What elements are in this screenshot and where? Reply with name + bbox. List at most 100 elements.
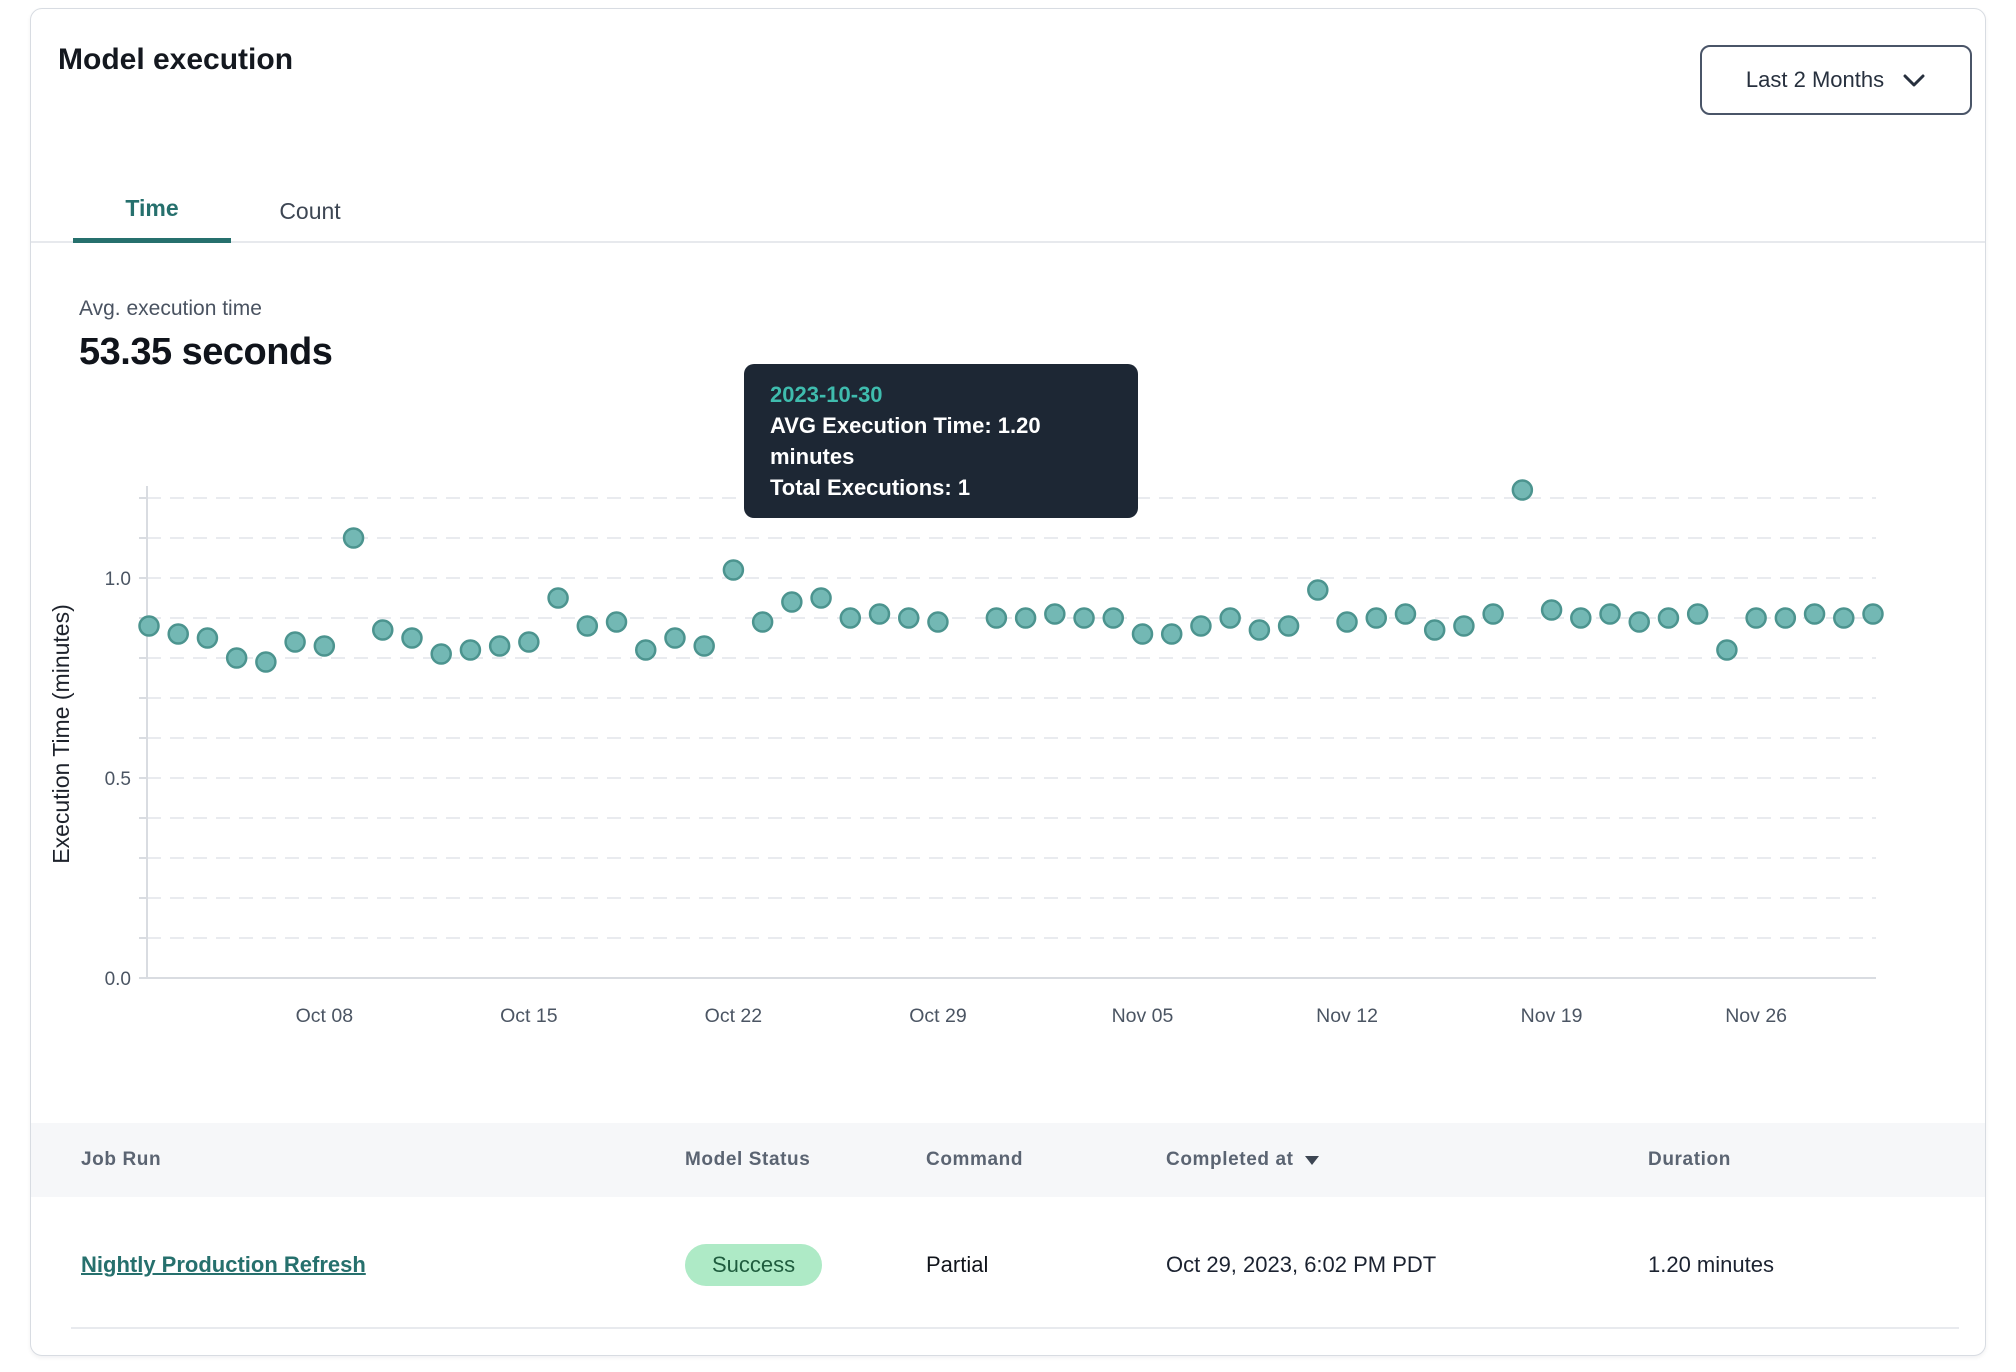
data-point[interactable]: [781, 591, 803, 613]
data-point[interactable]: [488, 635, 511, 657]
date-range-value: Last 2 Months: [1745, 67, 1885, 92]
model-execution-card: Model execution Last 2 Months Time Count…: [30, 8, 1986, 1356]
x-axis-tick-label: Oct 22: [705, 1005, 762, 1027]
data-point[interactable]: [1657, 607, 1680, 629]
data-point[interactable]: [693, 635, 715, 657]
data-point[interactable]: [1628, 611, 1650, 633]
page-title: Model execution: [58, 43, 294, 76]
x-axis-tick-label: Nov 26: [1725, 1005, 1787, 1027]
data-point[interactable]: [1190, 615, 1212, 637]
data-point[interactable]: [1686, 603, 1709, 625]
data-point[interactable]: [810, 587, 832, 609]
job-run-link[interactable]: Nightly Production Refresh: [81, 1252, 366, 1277]
data-point[interactable]: [1219, 607, 1241, 629]
x-axis-tick-label: Nov 12: [1316, 1005, 1378, 1027]
data-point[interactable]: [1716, 639, 1738, 661]
data-point[interactable]: [576, 615, 599, 637]
data-point[interactable]: [401, 627, 423, 649]
data-point[interactable]: [927, 611, 949, 633]
completed-at-cell: Oct 29, 2023, 6:02 PM PDT: [1166, 1252, 1437, 1277]
data-point[interactable]: [839, 607, 862, 629]
column-header-model-status: Model Status: [685, 1149, 811, 1170]
y-axis-tick-label: 0.0: [105, 969, 131, 990]
avg-execution-time-label: Avg. execution time: [79, 297, 262, 320]
data-point[interactable]: [1394, 603, 1417, 625]
column-header-completed-at[interactable]: Completed at: [1166, 1123, 1320, 1197]
data-point[interactable]: [1277, 615, 1300, 637]
data-point[interactable]: [1248, 619, 1271, 641]
tab-count[interactable]: Count: [279, 197, 341, 224]
tooltip-date: 2023-10-30: [770, 382, 883, 407]
tab-strip: Time Count: [31, 179, 1985, 243]
execution-time-chart-svg: 0.0 0.5 1.0 Execution Time (minutes) Oct 08 O…: [48, 479, 1884, 1027]
data-point[interactable]: [1803, 603, 1826, 625]
column-header-duration: Duration: [1648, 1149, 1731, 1170]
chevron-down-icon: [1902, 73, 1926, 88]
data-point[interactable]: [225, 647, 248, 669]
data-point[interactable]: [1833, 607, 1855, 629]
data-point[interactable]: [1102, 607, 1125, 629]
x-axis-tick-label: Nov 19: [1521, 1005, 1583, 1027]
data-point[interactable]: [518, 631, 540, 653]
data-point[interactable]: [167, 623, 189, 645]
command-cell: Partial: [926, 1252, 989, 1277]
data-point[interactable]: [1044, 603, 1066, 625]
data-point[interactable]: [751, 611, 774, 633]
data-point[interactable]: [459, 639, 482, 661]
data-point[interactable]: [372, 619, 394, 641]
data-point[interactable]: [1482, 603, 1504, 625]
column-header-command: Command: [926, 1149, 1024, 1170]
data-point[interactable]: [342, 527, 365, 549]
data-point[interactable]: [284, 631, 306, 653]
data-point[interactable]: [1570, 607, 1592, 629]
y-axis-tick-label: 1.0: [105, 569, 131, 590]
data-point[interactable]: [1745, 607, 1767, 629]
data-point[interactable]: [1160, 623, 1183, 645]
tooltip-avg-execution-time: AVG Execution Time: 1.20 minutes: [770, 413, 1041, 469]
data-point[interactable]: [1511, 479, 1534, 501]
data-point[interactable]: [430, 643, 452, 665]
duration-cell: 1.20 minutes: [1648, 1252, 1774, 1277]
data-point[interactable]: [1365, 607, 1388, 629]
data-point[interactable]: [255, 651, 277, 673]
data-point[interactable]: [547, 587, 569, 609]
chart-tooltip: 2023-10-30 AVG Execution Time: 1.20 minu…: [744, 364, 1138, 518]
data-point[interactable]: [1131, 623, 1154, 645]
data-point[interactable]: [1014, 607, 1037, 629]
data-point[interactable]: [634, 639, 657, 661]
data-point[interactable]: [605, 611, 628, 633]
data-point[interactable]: [138, 615, 160, 637]
data-point[interactable]: [664, 627, 686, 649]
y-axis-title: Execution Time (minutes): [48, 604, 74, 863]
data-point[interactable]: [313, 635, 336, 657]
data-point[interactable]: [897, 607, 920, 629]
model-status-badge: Success: [685, 1244, 823, 1286]
data-point[interactable]: [1336, 611, 1358, 633]
data-point[interactable]: [1307, 579, 1329, 601]
column-header-job-run: Job Run: [81, 1149, 162, 1170]
data-point[interactable]: [1453, 615, 1475, 637]
table-row: Nightly Production Refresh Success Parti…: [71, 1197, 1959, 1329]
data-point[interactable]: [196, 627, 219, 649]
data-point[interactable]: [1599, 603, 1621, 625]
data-point[interactable]: [1774, 607, 1797, 629]
data-point[interactable]: [1862, 603, 1884, 625]
execution-time-chart: 0.0 0.5 1.0 Execution Time (minutes) Oct 08 O…: [31, 431, 1987, 1051]
y-axis-tick-label: 0.5: [105, 769, 131, 790]
table-header-row: Job Run Model Status Command Completed a…: [31, 1123, 1985, 1197]
sort-desc-icon: [1304, 1154, 1320, 1166]
data-point[interactable]: [868, 603, 891, 625]
x-axis-tick-label: Oct 08: [296, 1005, 353, 1027]
x-axis-tick-label: Nov 05: [1112, 1005, 1174, 1027]
data-point[interactable]: [1423, 619, 1446, 641]
column-header-completed-at-label: Completed at: [1166, 1149, 1294, 1170]
tab-time[interactable]: Time: [73, 179, 231, 243]
date-range-dropdown[interactable]: Last 2 Months: [1700, 45, 1972, 115]
avg-execution-time-value: 53.35 seconds: [79, 331, 333, 373]
data-point[interactable]: [722, 559, 745, 581]
data-point[interactable]: [1073, 607, 1095, 629]
data-point[interactable]: [985, 607, 1008, 629]
x-axis-tick-label: Oct 15: [500, 1005, 558, 1027]
tooltip-total-executions: Total Executions: 1: [770, 475, 971, 500]
data-point[interactable]: [1540, 599, 1563, 621]
